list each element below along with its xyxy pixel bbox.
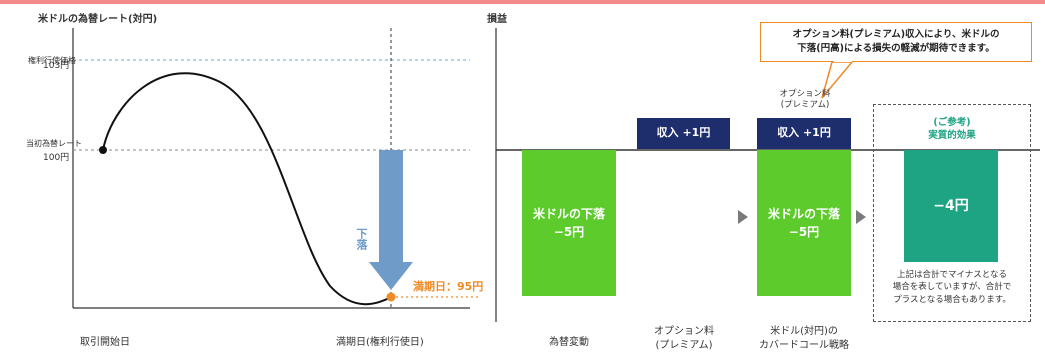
drop-label: 下落 <box>355 228 368 250</box>
x-label-fx-change: 為替変動 <box>549 337 589 348</box>
premium-note: オプション料 (プレミアム) <box>779 89 831 111</box>
x-label-covered-call: 米ドル(対円)の カバードコール戦略 <box>759 326 849 351</box>
bar-premium-income: 収入 +1円 <box>637 118 730 149</box>
callout-box: オプション料(プレミアム)収入により、米ドルの 下落(円高)による損失の軽減が期… <box>760 22 1032 62</box>
bar-fx-change: 米ドルの下落 −5円 <box>522 150 616 296</box>
bar-covered-call-drop: 米ドルの下落 −5円 <box>757 150 851 296</box>
arrow-triangle-2 <box>856 210 866 224</box>
arrow-triangle-1 <box>738 210 748 224</box>
reference-title: (ご参考) 実質的効果 <box>928 117 976 141</box>
x-end-label: 満期日(権利行使日) <box>336 337 424 348</box>
right-chart-title: 損益 <box>487 14 507 25</box>
maturity-dot <box>386 292 396 302</box>
strike-label: 権利行使価格 <box>28 46 76 66</box>
reference-box <box>873 104 1031 322</box>
top-stripe <box>0 0 1045 4</box>
callout-cover <box>834 59 852 62</box>
drop-arrow-head <box>369 262 413 290</box>
left-chart-title: 米ドルの為替レート(対円) <box>38 14 158 25</box>
callout-pointer <box>821 61 854 99</box>
reference-note: 上記は合計でマイナスとなる 場合を表していますが、合計で プラスとなる場合もあり… <box>892 270 1012 305</box>
strike-value: 103円 <box>43 61 70 71</box>
maturity-value-label: 満期日：95円 <box>413 280 484 293</box>
bar-reference-effect: −4円 <box>904 150 998 262</box>
x-start-label: 取引開始日 <box>80 337 130 348</box>
drop-arrow-shaft <box>379 150 403 265</box>
initial-rate-dot <box>99 146 107 154</box>
bar-covered-call-income: 収入 +1円 <box>757 118 851 149</box>
price-curve <box>102 72 392 306</box>
left-chart-svg <box>72 28 480 309</box>
x-label-premium: オプション料 (プレミアム) <box>654 326 714 351</box>
strike-label-text: 権利行使価格 <box>28 56 76 65</box>
initial-rate-label: 当初為替レート <box>26 139 82 148</box>
initial-rate-value: 100円 <box>43 153 70 163</box>
